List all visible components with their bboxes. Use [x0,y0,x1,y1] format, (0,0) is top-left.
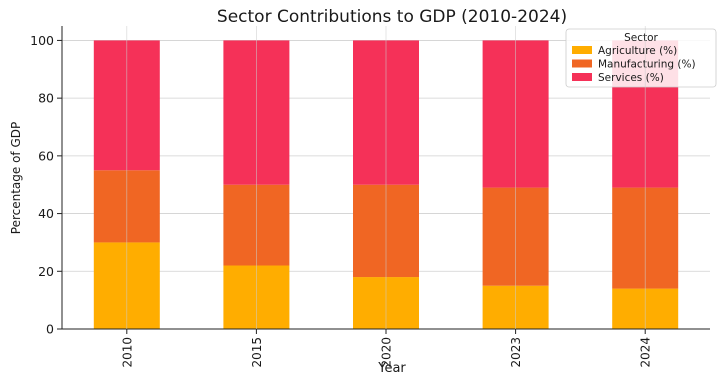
x-tick-label: 2024 [639,337,653,368]
legend-title: Sector [624,32,658,44]
legend-label: Manufacturing (%) [598,59,696,71]
chart-title: Sector Contributions to GDP (2010-2024) [217,7,567,27]
y-tick-label: 40 [38,206,54,221]
y-tick-label: 20 [38,264,54,279]
y-tick-label: 100 [30,33,54,48]
x-tick-label: 2023 [509,337,523,368]
legend-swatch [572,59,592,68]
legend-label: Agriculture (%) [598,45,677,57]
y-axis-label: Percentage of GDP [9,122,23,234]
legend-box [565,28,717,88]
x-tick-label: 2010 [120,337,134,368]
y-tick-label: 0 [46,322,54,337]
y-tick-label: 80 [38,91,54,106]
x-axis-label: Year [377,361,406,376]
x-tick-label: 2015 [250,337,264,368]
y-tick-label: 60 [38,148,54,163]
legend-swatch [572,46,592,54]
axes: 0 20 40 60 80 100 2010 2015 2020 2023 2024 [30,26,710,368]
legend-swatch [572,73,592,81]
x-tick-label: 2020 [380,337,394,368]
legend-label: Services (%) [598,72,664,84]
